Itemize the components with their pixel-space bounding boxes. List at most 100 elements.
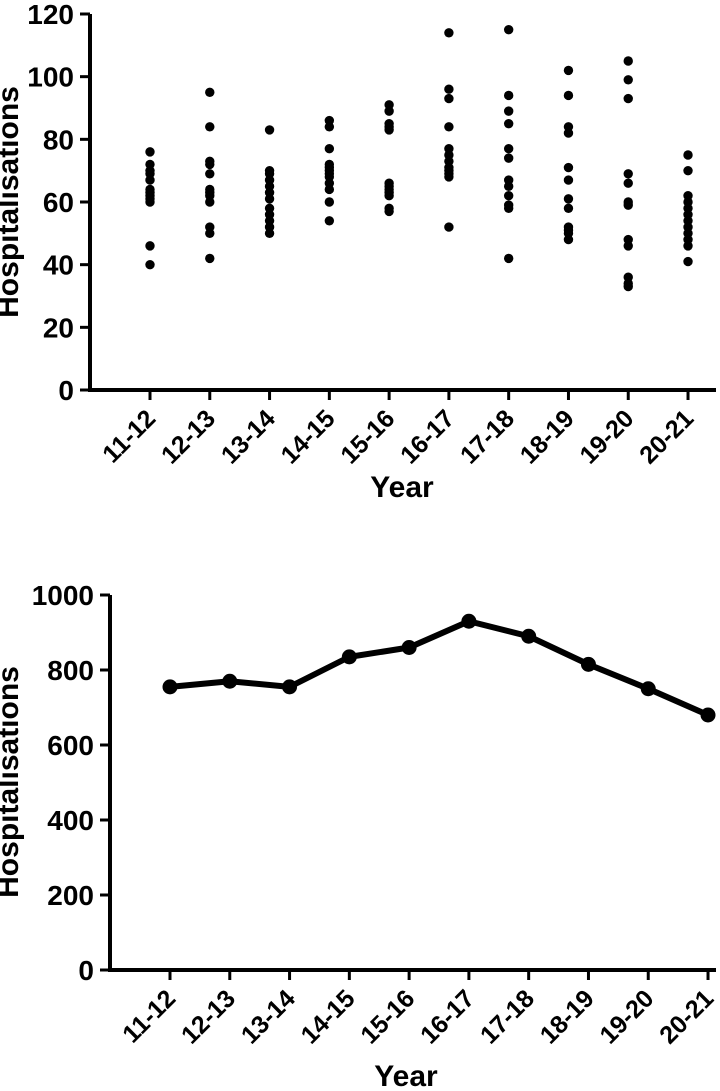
data-point bbox=[563, 234, 574, 245]
data-point bbox=[205, 122, 215, 132]
data-point bbox=[205, 169, 215, 179]
data-point bbox=[205, 87, 215, 98]
y-tick-label: 40 bbox=[43, 250, 74, 281]
x-tick-label: 20-21 bbox=[634, 404, 699, 469]
scatter-chart: 0 20 40 60 80 100 120 11-1212-1313-1414-1515-16… bbox=[0, 0, 716, 504]
data-point bbox=[503, 253, 514, 264]
y-tick-label: 0 bbox=[78, 955, 94, 986]
data-point bbox=[384, 106, 394, 116]
x-tick-label: 14-15 bbox=[296, 984, 361, 1049]
x-tick-label: 12-13 bbox=[176, 984, 241, 1049]
x-tick-label: 19-20 bbox=[594, 984, 659, 1049]
x-tick-label: 17-18 bbox=[475, 984, 540, 1049]
y-tick-label: 20 bbox=[43, 312, 74, 343]
data-point bbox=[503, 90, 514, 101]
data-point bbox=[205, 159, 215, 170]
x-tick-label: 16-17 bbox=[415, 984, 480, 1049]
y-tick-label: 200 bbox=[47, 880, 94, 911]
data-point bbox=[563, 90, 574, 101]
data-point bbox=[623, 75, 633, 85]
data-point bbox=[205, 197, 215, 207]
data-point bbox=[563, 162, 574, 173]
data-point bbox=[444, 222, 454, 232]
data-point bbox=[324, 197, 335, 207]
data-point bbox=[503, 153, 514, 163]
data-point bbox=[324, 216, 335, 226]
data-point bbox=[503, 181, 514, 192]
data-point bbox=[384, 125, 394, 135]
x-tick-label: 12-13 bbox=[156, 404, 221, 469]
data-point bbox=[640, 681, 656, 697]
bottom-y-axis-title: Hospitalisations bbox=[0, 666, 25, 898]
line-chart-series bbox=[162, 613, 716, 723]
data-point bbox=[384, 206, 394, 217]
y-tick-label: 400 bbox=[47, 805, 94, 836]
data-point bbox=[580, 656, 596, 672]
data-point bbox=[683, 241, 693, 251]
data-point bbox=[324, 144, 335, 154]
top-y-axis-title: Hospitalisations bbox=[0, 86, 25, 318]
data-point bbox=[162, 679, 178, 695]
y-tick-label: 800 bbox=[47, 655, 94, 686]
y-tick-label: 120 bbox=[27, 0, 74, 30]
x-tick-label: 20-21 bbox=[654, 984, 719, 1049]
data-point bbox=[503, 24, 514, 35]
x-tick-label: 13-14 bbox=[216, 404, 281, 469]
data-point bbox=[461, 613, 477, 629]
data-point bbox=[205, 228, 215, 239]
x-tick-label: 13-14 bbox=[236, 984, 301, 1049]
data-point bbox=[683, 150, 693, 160]
data-point bbox=[623, 281, 633, 292]
data-point bbox=[145, 197, 155, 207]
data-point bbox=[623, 178, 633, 188]
data-point bbox=[503, 191, 514, 201]
data-point bbox=[324, 122, 335, 132]
data-point bbox=[205, 253, 215, 264]
data-point bbox=[521, 628, 537, 644]
data-point bbox=[444, 84, 454, 94]
scatter-chart-points bbox=[145, 24, 693, 292]
data-point bbox=[444, 28, 454, 38]
data-point bbox=[563, 128, 574, 138]
data-point bbox=[264, 194, 275, 204]
data-point bbox=[384, 191, 394, 201]
data-point bbox=[683, 165, 693, 176]
data-point bbox=[444, 172, 454, 182]
data-point bbox=[623, 169, 633, 179]
x-tick-label: 16-17 bbox=[395, 404, 460, 469]
data-point bbox=[503, 144, 514, 154]
data-point bbox=[563, 194, 574, 204]
scatter-chart-axes: 0 20 40 60 80 100 120 11-1212-1313-1414-1515-16… bbox=[27, 0, 716, 469]
line-chart: 0 200 400 600 800 1000 11-1212-1313-1414-1515-… bbox=[0, 580, 719, 1091]
data-point bbox=[683, 256, 693, 267]
x-tick-label: 15-16 bbox=[355, 984, 420, 1049]
data-line bbox=[167, 618, 712, 718]
top-x-axis-title: Year bbox=[370, 471, 434, 504]
data-point bbox=[623, 56, 633, 66]
y-tick-label: 0 bbox=[58, 375, 74, 406]
x-tick-label: 14-15 bbox=[276, 404, 341, 469]
y-tick-label: 1000 bbox=[32, 580, 94, 611]
data-point bbox=[264, 228, 275, 239]
x-tick-label: 15-16 bbox=[335, 404, 400, 469]
x-tick-label: 19-20 bbox=[574, 404, 639, 469]
x-tick-label: 11-12 bbox=[117, 984, 181, 1048]
data-point bbox=[623, 200, 633, 210]
data-point bbox=[563, 175, 574, 185]
data-point bbox=[145, 241, 155, 251]
data-point bbox=[623, 241, 633, 251]
x-tick-label: 18-19 bbox=[515, 404, 580, 469]
data-point bbox=[145, 175, 155, 185]
data-point bbox=[444, 122, 454, 132]
data-point bbox=[563, 65, 574, 76]
data-point bbox=[324, 184, 335, 195]
y-tick-label: 600 bbox=[47, 730, 94, 761]
data-point bbox=[222, 673, 238, 689]
data-point bbox=[700, 707, 716, 723]
x-tick-label: 18-19 bbox=[535, 984, 600, 1049]
data-point bbox=[145, 259, 155, 270]
data-point bbox=[145, 147, 155, 157]
data-point bbox=[341, 649, 357, 665]
data-point bbox=[264, 125, 275, 135]
